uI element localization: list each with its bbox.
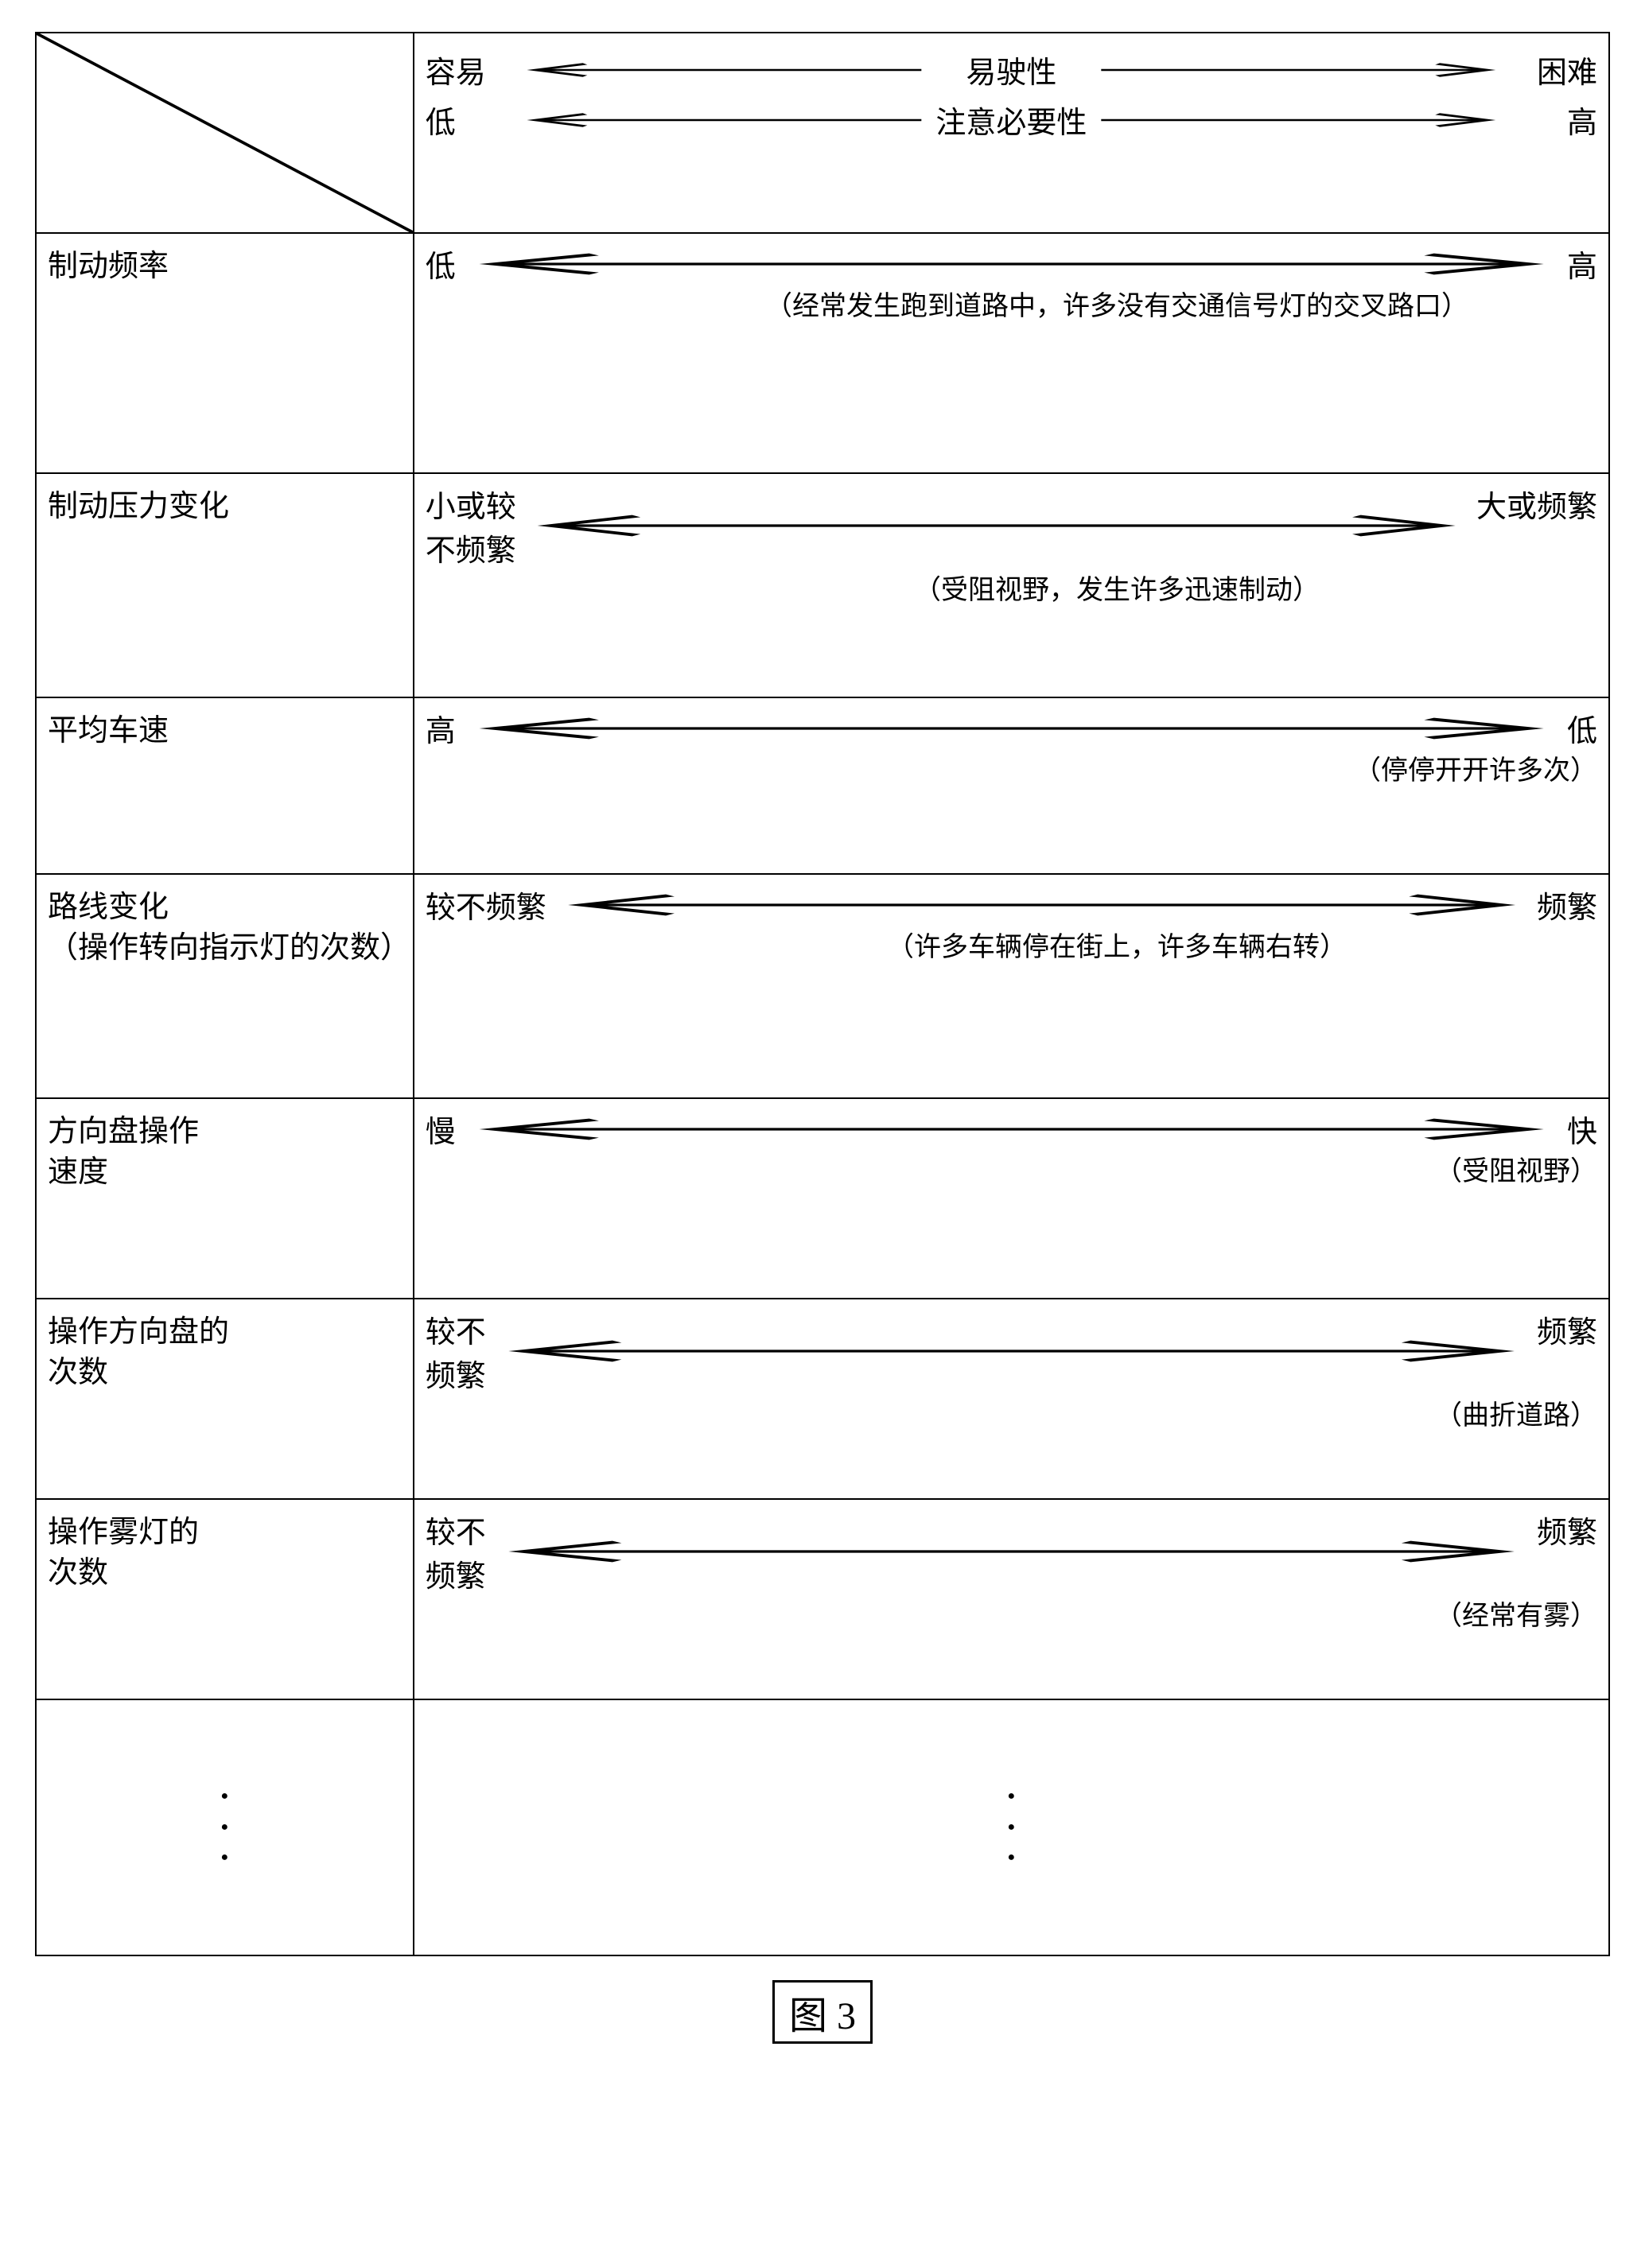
double-arrow-icon: [462, 1113, 1561, 1145]
table-header-scale: 容易 易驶性 困难 低: [414, 33, 1609, 233]
header-attention-label: 注意必要性: [935, 98, 1087, 142]
header-easy-label: 容易: [426, 48, 513, 91]
corner-diagonal-cell: [36, 33, 414, 233]
header-hard-label: 困难: [1510, 48, 1597, 91]
double-arrow-icon: [523, 510, 1470, 542]
double-arrow-icon: [492, 1335, 1530, 1367]
table-row: 路线变化（操作转向指示灯的次数） 较不频繁 频繁 （许多车辆停在街上，许多车辆右…: [36, 874, 1609, 1098]
scale-right: 频繁: [1537, 883, 1597, 926]
param-label: 路线变化（操作转向指示灯的次数）: [48, 883, 402, 969]
param-label: 制动频率: [48, 242, 402, 287]
scale-left: 慢: [426, 1107, 456, 1151]
scale-right: 高: [1567, 242, 1597, 285]
table-row: 方向盘操作速度 慢 快 （受阻视野）: [36, 1098, 1609, 1299]
scale-left: 低: [426, 242, 456, 285]
param-label: 操作方向盘的次数: [48, 1307, 402, 1394]
scale-note: （经常发生跑到道路中，许多没有交通信号灯的交叉路口）: [426, 289, 1597, 325]
scale-left: 小或较不频繁: [426, 482, 516, 569]
scale-right: 快: [1567, 1107, 1597, 1151]
ellipsis-icon: ●●●: [48, 1781, 402, 1873]
scale-note: （停停开开许多次）: [426, 753, 1597, 790]
header-high-label: 高: [1510, 98, 1597, 142]
table-row: 制动频率 低 高 （经常发生跑到道路中，许多没有交通信号灯的交叉路口）: [36, 233, 1609, 473]
table-row: 操作方向盘的次数 较不频繁 频繁 （曲折道路）: [36, 1299, 1609, 1499]
ellipsis-icon: ●●●: [426, 1781, 1597, 1873]
scale-note: （曲折道路）: [426, 1398, 1597, 1435]
scale-left: 较不频繁: [426, 1508, 486, 1595]
scale-left: 较不频繁: [426, 1307, 486, 1395]
param-label: 制动压力变化: [48, 482, 402, 527]
scale-note: （受阻视野，发生许多迅速制动）: [426, 573, 1597, 609]
double-arrow-icon: [462, 713, 1561, 744]
table-row: 平均车速 高 低 （停停开开许多次）: [36, 697, 1609, 874]
table-row: 制动压力变化 小或较不频繁 大或频繁 （受阻视野，发生许多迅速制动）: [36, 473, 1609, 697]
arrow-right-icon: [1093, 111, 1503, 129]
arrow-left-icon: [519, 61, 930, 79]
scale-note: （经常有雾）: [426, 1598, 1597, 1635]
scale-note: （许多车辆停在街上，许多车辆右转）: [426, 930, 1597, 966]
table-row-ellipsis: ●●● ●●●: [36, 1699, 1609, 1955]
scale-right: 大或频繁: [1476, 482, 1597, 526]
double-arrow-icon: [553, 889, 1530, 921]
double-arrow-icon: [462, 248, 1561, 280]
figure-caption: 图 3: [772, 1980, 873, 2044]
scale-right: 频繁: [1537, 1307, 1597, 1351]
scale-left: 高: [426, 706, 456, 750]
header-drivability-label: 易驶性: [935, 48, 1087, 91]
double-arrow-icon: [492, 1536, 1530, 1567]
arrow-right-icon: [1093, 61, 1503, 79]
param-label: 平均车速: [48, 706, 402, 751]
param-label: 方向盘操作速度: [48, 1107, 402, 1194]
arrow-left-icon: [519, 111, 930, 129]
scale-right: 频繁: [1537, 1508, 1597, 1551]
table-row: 操作雾灯的次数 较不频繁 频繁 （经常有雾）: [36, 1499, 1609, 1699]
header-low-label: 低: [426, 98, 513, 142]
scale-note: （受阻视野）: [426, 1154, 1597, 1190]
param-label: 操作雾灯的次数: [48, 1508, 402, 1594]
scale-right: 低: [1567, 706, 1597, 750]
drivability-table: 容易 易驶性 困难 低: [35, 32, 1610, 1956]
scale-left: 较不频繁: [426, 883, 546, 926]
